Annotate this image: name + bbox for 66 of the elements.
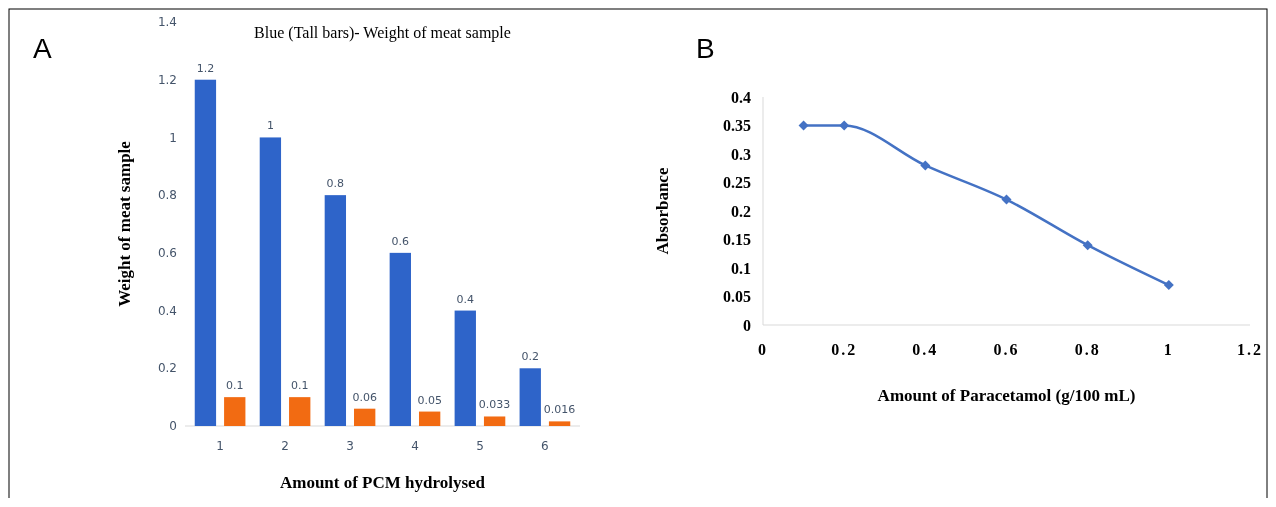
bar [354,408,376,426]
y-tick-label: 0.1 [731,259,751,277]
y-tick-label: 0.4 [157,303,177,318]
x-tick-label: 0.8 [1074,341,1101,358]
bar [224,397,246,426]
x-tick-label: 0.2 [831,341,858,358]
bar [483,416,506,426]
bar [194,79,217,426]
y-tick-label: 1.2 [157,72,177,87]
x-tick-label: 1 [216,439,224,453]
data-label: 0.4 [456,292,475,306]
y-tick-label: 0.2 [731,202,751,220]
y-tick-label: 1 [169,130,177,145]
y-tick-label: 0.6 [157,246,177,261]
data-label: 0.016 [543,403,576,417]
x-tick-label: 4 [411,439,419,453]
x-tick-label: 0.6 [993,341,1020,358]
x-axis-title: Amount of PCM hydrolysed [279,473,486,492]
bar [389,252,411,426]
y-axis-title: Absorbance [653,167,672,255]
data-label: 0.033 [478,398,511,412]
data-label: 0.1 [290,379,309,393]
y-tick-label: 0.8 [157,188,177,203]
text: B [696,33,715,64]
point [798,120,809,131]
x-tick-label: 0 [758,341,768,358]
y-tick-label: 0.25 [723,174,751,192]
data-label: 0.6 [391,234,410,248]
data-label: 0.1 [226,379,244,393]
data-label: 0.06 [352,390,377,404]
data-label: 1.2 [196,61,215,75]
point [1163,280,1174,291]
x-tick-label: 3 [346,439,354,453]
point [839,120,850,131]
y-tick-label: 0.4 [731,88,751,106]
y-tick-label: 0.3 [731,145,751,163]
x-tick-label: 6 [541,439,549,453]
bar [259,137,282,426]
x-axis-title: Amount of Paracetamol (g/100 mL) [877,386,1136,405]
point [1001,194,1012,205]
y-tick-label: 1.4 [157,15,177,30]
bar [324,195,347,426]
bar [454,310,476,426]
x-tick-label: 5 [476,439,484,453]
y-tick-label: 0.2 [157,361,177,376]
bar [519,368,541,426]
data-label: 1 [266,119,274,133]
y-tick-label: 0.05 [723,288,751,306]
point [1082,240,1093,251]
data-label: 0.05 [417,393,442,407]
x-tick-label: 0.4 [912,341,939,358]
text: A [33,33,52,64]
y-axis-title: Weight of meat sample [115,140,134,307]
x-tick-label: 1.2 [1237,341,1263,358]
bar [548,421,571,426]
bar [418,411,441,426]
data-label: 0.8 [326,177,345,191]
x-tick-label: 2 [281,439,289,453]
bar [289,397,311,426]
y-tick-label: 0.15 [723,231,751,249]
y-tick-label: 0 [169,419,177,434]
y-tick-label: 0 [743,316,751,334]
x-tick-label: 1 [1163,341,1174,358]
y-tick-label: 0.35 [723,117,751,135]
chart-title: Blue (Tall bars)- Weight of meat sample [254,24,511,42]
point [920,160,931,171]
